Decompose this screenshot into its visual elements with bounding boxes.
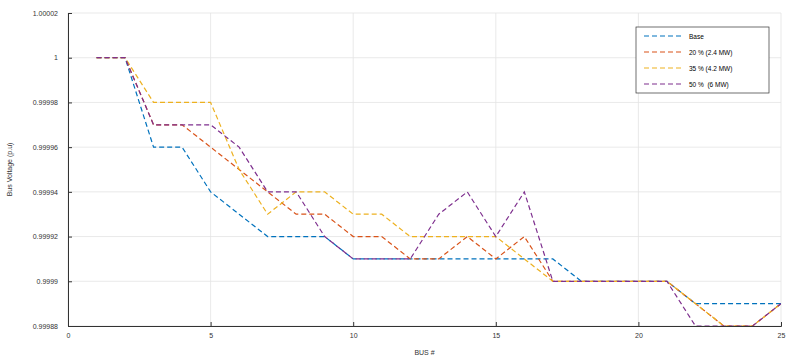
grid-line xyxy=(210,13,211,326)
tick-label: 1 xyxy=(54,54,58,61)
tick-label: 0.99992 xyxy=(33,233,58,240)
tick: 5 xyxy=(209,322,213,339)
x-axis: 0 5 10 15 20 25 xyxy=(67,322,786,339)
tick-mark xyxy=(68,13,72,14)
tick-mark xyxy=(68,147,72,148)
tick: 0.9999 xyxy=(37,278,72,285)
legend-label: 50 % (6 MW) xyxy=(689,81,729,89)
tick: 1 xyxy=(54,54,72,61)
tick-mark xyxy=(781,322,782,326)
tick-label: 10 xyxy=(350,332,358,339)
tick-mark xyxy=(496,322,497,326)
axis-line xyxy=(69,14,73,327)
y-axis: 0.99988 0.9999 0.99992 0.99994 0.99996 0.9999… xyxy=(33,10,72,330)
x-axis-title: BUS # xyxy=(414,349,434,356)
grid-line xyxy=(68,281,781,282)
tick: 10 xyxy=(350,322,358,339)
grid-line xyxy=(68,147,781,148)
tick-label: 1.00002 xyxy=(33,10,58,17)
tick-label: 5 xyxy=(209,332,213,339)
legend-label: 20 % (2.4 MW) xyxy=(689,49,732,57)
tick-mark xyxy=(68,281,72,282)
grid-line xyxy=(68,13,781,14)
series-line xyxy=(97,58,781,326)
legend-swatch xyxy=(644,83,684,84)
axis-line xyxy=(69,322,782,327)
tick: 0.99992 xyxy=(33,233,72,240)
grid-line xyxy=(353,13,354,326)
grid-line xyxy=(68,191,781,192)
tick: 15 xyxy=(492,322,500,339)
tick: 0.99998 xyxy=(33,99,72,106)
tick-label: 20 xyxy=(635,332,643,339)
legend-label: 35 % (4.2 MW) xyxy=(689,65,732,73)
tick: 25 xyxy=(778,322,786,339)
legend: Base 20 % (2.4 MW) 35 % (4.2 MW) 50 % (6 MW… xyxy=(636,27,769,93)
tick: 1.00002 xyxy=(33,10,72,17)
tick: 20 xyxy=(635,322,643,339)
series-line xyxy=(97,58,781,326)
tick-label: 0.99988 xyxy=(33,323,58,330)
grid-line xyxy=(68,102,781,103)
tick-mark xyxy=(68,237,72,238)
legend-swatch xyxy=(644,67,684,68)
grid-line xyxy=(781,13,782,326)
tick-label: 0.99996 xyxy=(33,144,58,151)
tick-mark xyxy=(68,326,72,327)
tick-mark xyxy=(68,192,72,193)
series-line xyxy=(97,58,781,304)
tick-label: 0.9999 xyxy=(37,278,59,285)
series-line xyxy=(97,58,781,326)
tick-label: 15 xyxy=(492,332,500,339)
tick: 0.99994 xyxy=(33,189,72,196)
tick-label: 0.99998 xyxy=(33,99,58,106)
legend-swatch xyxy=(644,35,684,36)
tick: 0.99996 xyxy=(33,144,72,151)
plot: 05101520250.999880.99990.999920.999940.9… xyxy=(33,10,786,339)
legend-label: Base xyxy=(689,33,704,40)
tick-label: 25 xyxy=(778,332,786,339)
tick-mark xyxy=(68,102,72,103)
legend-box xyxy=(636,27,769,93)
tick: 0.99988 xyxy=(33,323,72,330)
tick-mark xyxy=(353,322,354,326)
tick-label: 0 xyxy=(67,332,71,339)
grid-line xyxy=(495,13,496,326)
y-axis-title: Bus Voltage (p.u) xyxy=(6,143,14,197)
lines xyxy=(97,58,781,326)
tick-label: 0.99994 xyxy=(33,189,58,196)
legend-swatch xyxy=(644,51,684,52)
grid xyxy=(68,13,781,326)
tick-mark xyxy=(68,58,72,59)
tick-mark xyxy=(211,322,212,326)
chart: 05101520250.999880.99990.999920.999940.9… xyxy=(0,0,790,356)
tick-mark xyxy=(638,322,639,326)
